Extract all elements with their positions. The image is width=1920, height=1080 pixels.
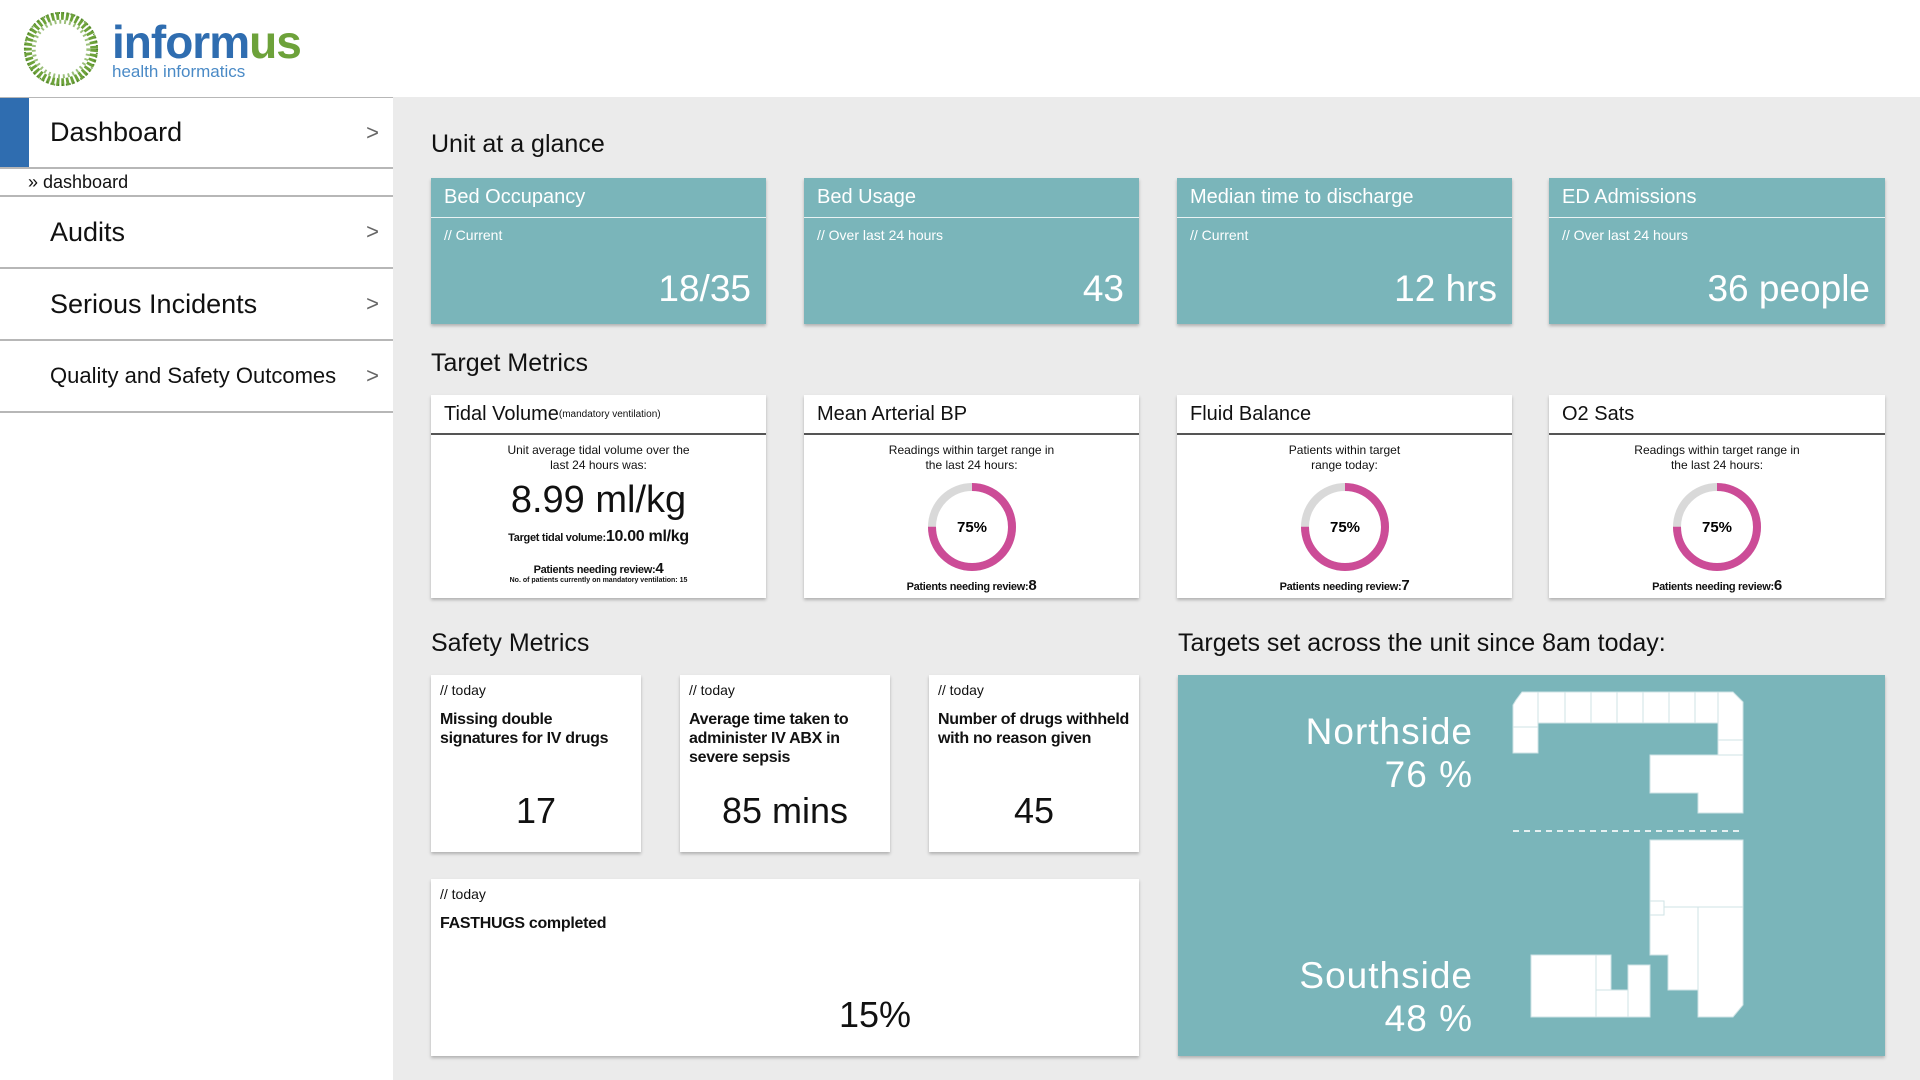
card-title: Bed Usage (804, 178, 1139, 218)
percent-donut-chart: 75% (1300, 483, 1389, 571)
bed-usage-card[interactable]: Bed Usage // Over last 24 hours 43 (804, 178, 1139, 324)
discharge-time-card[interactable]: Median time to discharge // Current 12 h… (1177, 178, 1512, 324)
donut-label: 75% (1702, 519, 1732, 536)
donut-arc (927, 483, 1016, 571)
percent-donut-chart: 75% (927, 483, 1016, 571)
active-indicator (0, 98, 29, 167)
donut-arc (1300, 483, 1389, 571)
sidebar-item-serious-incidents[interactable]: Serious Incidents > (0, 269, 393, 341)
tidal-volume-value: 8.99 ml/kg (510, 479, 687, 521)
ed-admissions-card[interactable]: ED Admissions // Over last 24 hours 36 p… (1549, 178, 1885, 324)
ward-name: Southside (1299, 955, 1473, 996)
card-title: Fluid Balance (1177, 395, 1512, 435)
o2-sats-card[interactable]: O2 Sats Readings within target range in … (1549, 395, 1885, 598)
fluid-balance-card[interactable]: Fluid Balance Patients within target ran… (1177, 395, 1512, 598)
card-value: 18/35 (658, 268, 751, 309)
safety-section-title: Safety Metrics (431, 629, 590, 657)
card-period: // today (938, 682, 984, 698)
sidebar-item-label: Dashboard (50, 117, 183, 147)
card-value: 43 (1082, 268, 1124, 309)
ward-percent: 48 % (1384, 997, 1473, 1039)
card-title-text: Tidal Volume (444, 402, 559, 425)
brand-name: informus (112, 15, 302, 68)
card-period: // Current (444, 227, 503, 243)
card-value: 12 hrs (1394, 268, 1497, 309)
ward-percent: 76 % (1384, 753, 1473, 795)
bed-occupancy-card[interactable]: Bed Occupancy // Current 18/35 (431, 178, 766, 324)
donut-label: 75% (956, 519, 986, 536)
unit-floor-map[interactable]: Northside 76 % Southside 48 % (1178, 675, 1885, 1056)
card-period: // Over last 24 hours (1562, 227, 1689, 243)
tidal-volume-card[interactable]: Tidal Volume (mandatory ventilation) Unit… (431, 395, 766, 598)
card-period: // Current (1190, 227, 1249, 243)
drugs-withheld-card[interactable]: // today Number of drugs withheld with n… (929, 675, 1139, 852)
card-period: // today (689, 682, 735, 698)
card-title: Missing double signatures for IV drugs (440, 711, 609, 748)
chevron-right-icon: > (366, 363, 379, 388)
abx-time-card[interactable]: // today Average time taken to administe… (680, 675, 890, 852)
card-value: 36 people (1707, 268, 1870, 309)
mean-arterial-bp-card[interactable]: Mean Arterial BP Readings within target … (804, 395, 1139, 598)
card-title: Tidal Volume (mandatory ventilation) (431, 395, 766, 435)
brand-subtitle: health informatics (112, 61, 246, 81)
chevron-right-icon: > (366, 219, 379, 244)
percent-donut-chart: 75% (1673, 483, 1761, 571)
card-title: Average time taken to administer IV ABX … (689, 711, 849, 767)
breadcrumb[interactable]: » dashboard (0, 169, 393, 197)
card-description: Unit average tidal volume over the last … (507, 443, 690, 472)
card-title: O2 Sats (1549, 395, 1885, 435)
donut-label: 75% (1329, 519, 1359, 536)
donut-arc (1673, 483, 1761, 571)
sidebar-item-quality-safety[interactable]: Quality and Safety Outcomes > (0, 341, 393, 413)
logo[interactable]: informus health informatics (22, 10, 302, 88)
card-title: ED Admissions (1549, 178, 1885, 218)
card-title: Median time to discharge (1177, 178, 1512, 218)
chevron-right-icon: > (366, 291, 379, 316)
patients-review: Patients needing review:7 (1279, 577, 1410, 594)
southside-label[interactable]: Southside 48 % (1299, 955, 1473, 1040)
card-description: Readings within target range in the last… (1634, 443, 1800, 472)
target-tidal-volume: Target tidal volume:10.00 ml/kg (508, 528, 689, 545)
fasthugs-card[interactable]: // today FASTHUGS completed 15% (431, 879, 1139, 1056)
patients-review: Patients needing review:6 (1652, 577, 1782, 594)
card-description: Patients within target range today: (1288, 443, 1401, 472)
card-description: Readings within target range in the last… (888, 443, 1055, 472)
card-period: // today (440, 886, 486, 902)
sidebar-item-label: Audits (50, 216, 126, 247)
card-title: FASTHUGS completed (440, 915, 607, 932)
card-period: // today (440, 682, 486, 698)
patients-review: Patients needing review:8 (906, 577, 1037, 594)
unit-targets-title: Targets set across the unit since 8am to… (1178, 629, 1666, 657)
missing-signatures-card[interactable]: // today Missing double signatures for I… (431, 675, 641, 852)
northside-label[interactable]: Northside 76 % (1306, 711, 1473, 796)
glance-section-title: Unit at a glance (431, 130, 605, 158)
header: informus health informatics (0, 0, 1920, 97)
targets-section-title: Target Metrics (431, 349, 588, 377)
card-period: // Over last 24 hours (817, 227, 944, 243)
card-title-note: (mandatory ventilation) (558, 408, 661, 420)
chevron-right-icon: > (366, 119, 379, 145)
ventilation-count: No. of patients currently on mandatory v… (509, 577, 688, 584)
sidebar-item-dashboard[interactable]: Dashboard > (0, 97, 393, 169)
ward-name: Northside (1305, 711, 1473, 752)
card-value: 15% (838, 994, 912, 1035)
sidebar-item-label: Quality and Safety Outcomes (50, 363, 337, 388)
wreath-logo-icon (23, 11, 99, 87)
sidebar-item-label: Serious Incidents (50, 288, 258, 319)
card-title: Number of drugs withheld with no reason … (938, 711, 1130, 748)
card-title: Bed Occupancy (431, 178, 766, 218)
sidebar-item-audits[interactable]: Audits > (0, 197, 393, 269)
patients-review: Patients needing review:4 (533, 560, 664, 577)
card-value: 45 (1013, 790, 1055, 831)
floor-plan-icon (1512, 691, 1744, 1018)
card-value: 17 (515, 790, 557, 831)
card-value: 85 mins (721, 790, 849, 831)
sidebar: Dashboard > » dashboard Audits > Serious… (0, 97, 393, 1080)
card-title: Mean Arterial BP (804, 395, 1139, 435)
